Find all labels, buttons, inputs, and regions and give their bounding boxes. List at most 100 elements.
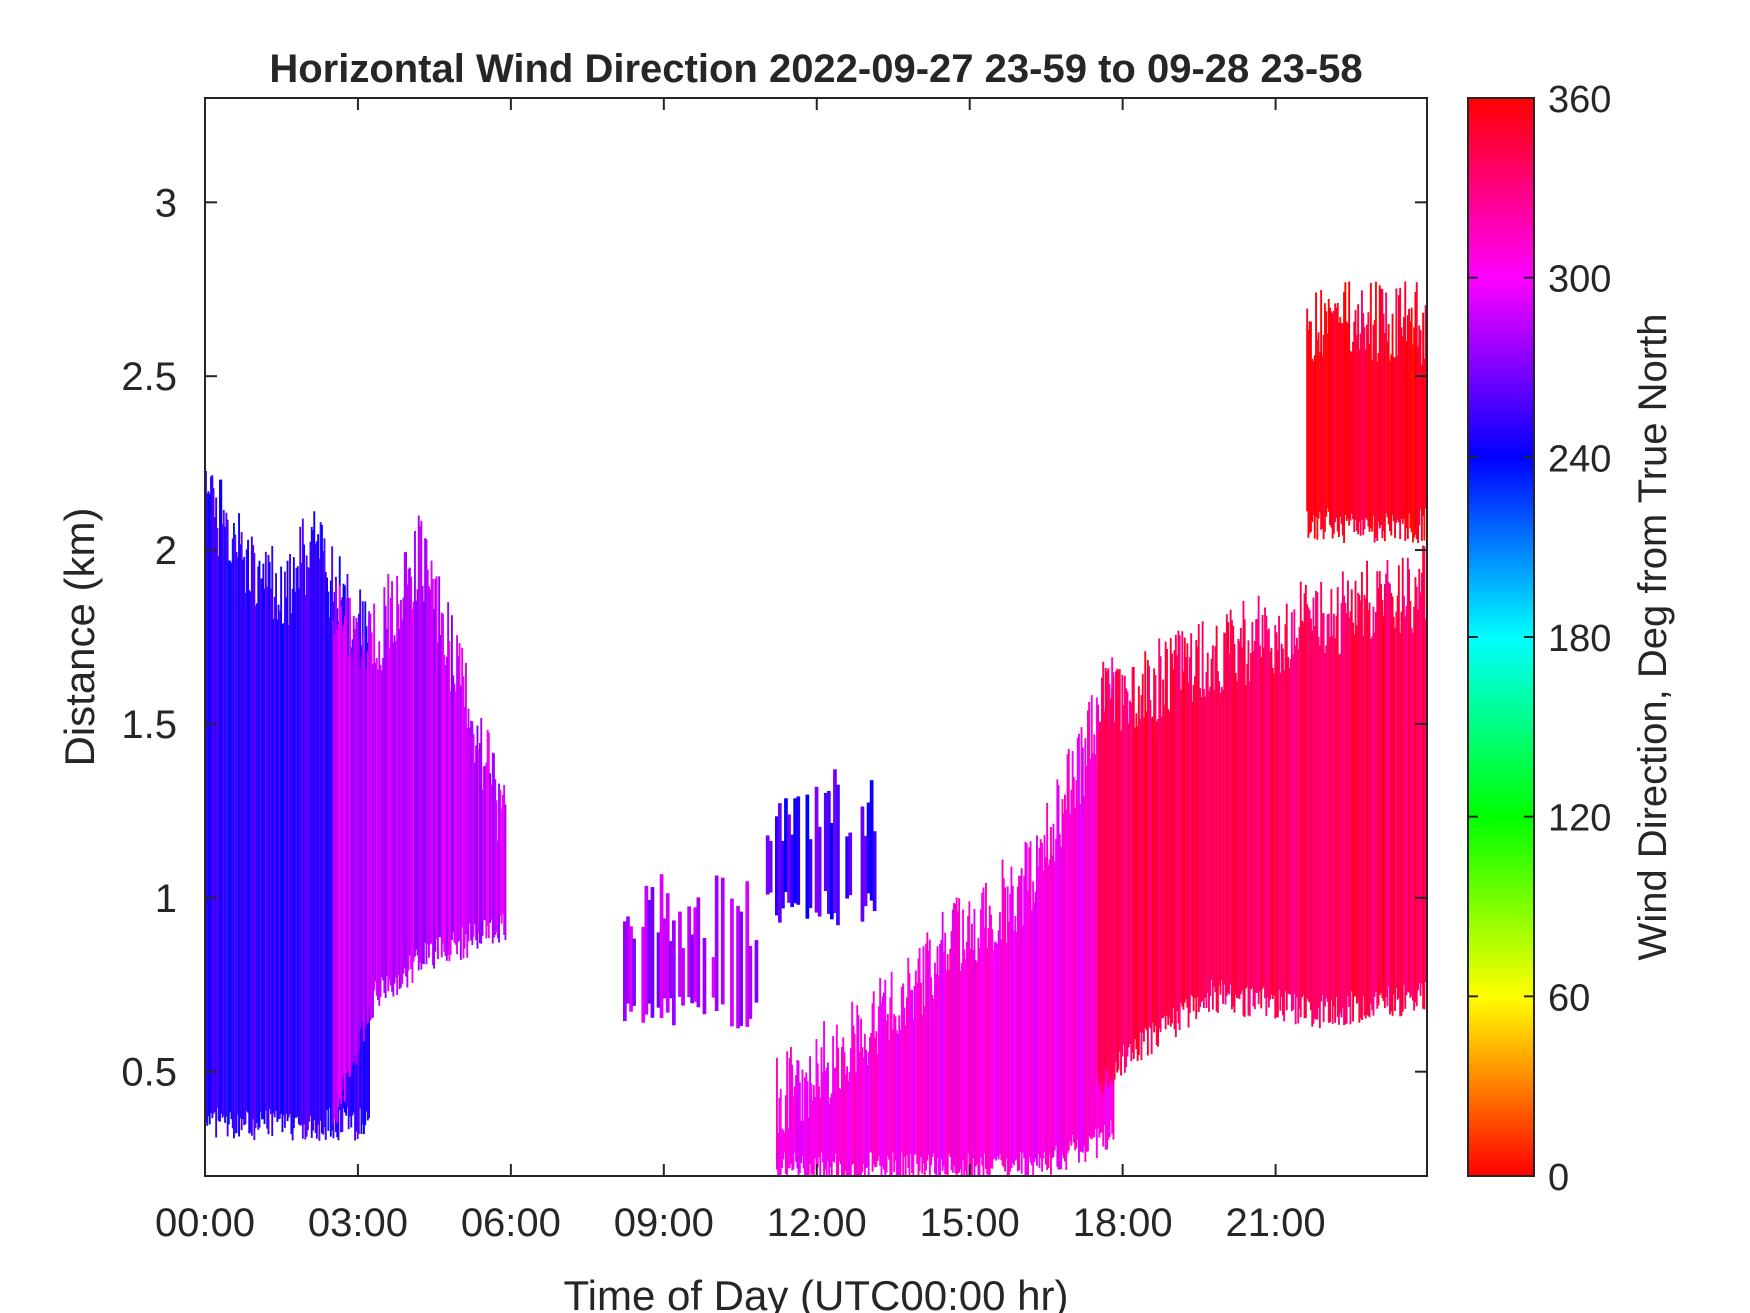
heatmap-cell	[945, 970, 948, 1175]
heatmap-cell	[838, 1088, 841, 1161]
heatmap-cell	[830, 823, 834, 920]
heatmap-cell	[308, 567, 311, 1122]
heatmap-cell	[650, 887, 655, 1018]
heatmap-cell	[456, 635, 458, 955]
heatmap-cell	[1306, 308, 1309, 512]
heatmap-cell	[1292, 654, 1295, 1010]
heatmap-cell	[1312, 597, 1315, 1025]
y-tick-label: 3	[155, 181, 177, 225]
heatmap-cell	[991, 929, 994, 1169]
heatmap-cell	[1116, 668, 1119, 1073]
heatmap-cell	[416, 589, 419, 956]
heatmap-cell	[870, 1033, 873, 1153]
heatmap-cell	[833, 1068, 836, 1163]
heatmap-cell	[779, 1089, 782, 1175]
heatmap-cell	[210, 476, 212, 1113]
heatmap-cell	[968, 901, 971, 1176]
heatmap-cell	[299, 526, 302, 1126]
heatmap-cell	[1273, 673, 1275, 996]
heatmap-cell	[1199, 687, 1201, 1007]
heatmap-cell	[1325, 645, 1328, 998]
heatmap-cell	[791, 1064, 794, 1171]
heatmap-cell	[1261, 614, 1264, 989]
heatmap-cell	[1330, 589, 1333, 1001]
heatmap-cell	[1345, 613, 1348, 1024]
heatmap-cell	[392, 642, 395, 997]
heatmap-cell	[1338, 323, 1340, 537]
heatmap-cell	[1126, 691, 1129, 1057]
heatmap-cell	[1369, 283, 1372, 529]
heatmap-cell	[1313, 355, 1316, 539]
heatmap-cell	[312, 530, 314, 1131]
heatmap-cell	[629, 926, 633, 1012]
heatmap-cell	[332, 619, 335, 1125]
heatmap-cell	[1062, 813, 1065, 1159]
heatmap-cell	[1353, 321, 1356, 532]
heatmap-cell	[1085, 765, 1088, 1152]
heatmap-cell	[298, 588, 300, 1125]
heatmap-cell	[1361, 290, 1363, 520]
heatmap-cell	[1404, 616, 1407, 1009]
heatmap-cell	[309, 541, 312, 1116]
heatmap-cell	[307, 567, 309, 1130]
heatmap-cell	[1227, 622, 1230, 993]
heatmap-cell	[1213, 690, 1215, 987]
heatmap-cell	[996, 944, 999, 1157]
heatmap-cell	[1007, 921, 1010, 1176]
heatmap-cell	[1340, 323, 1343, 525]
heatmap-cell	[489, 773, 492, 923]
heatmap-cell	[775, 816, 779, 916]
heatmap-cell	[1390, 354, 1393, 536]
heatmap-cell	[1390, 592, 1393, 1012]
heatmap-cell	[449, 691, 452, 955]
heatmap-cell	[778, 1098, 781, 1176]
heatmap-cell	[257, 566, 260, 1130]
heatmap-cell	[832, 1036, 834, 1162]
heatmap-cell	[1252, 651, 1255, 1007]
heatmap-cell	[1274, 625, 1277, 1019]
heatmap-cell	[1210, 658, 1213, 980]
heatmap-cell	[437, 642, 439, 960]
heatmap-cell	[693, 907, 698, 1002]
heatmap-cell	[1072, 777, 1075, 1143]
heatmap-cell	[1378, 571, 1381, 996]
heatmap-region-night-transition	[332, 515, 507, 1125]
heatmap-cell	[1051, 855, 1054, 1159]
heatmap-cell	[812, 1085, 815, 1176]
heatmap-cell	[504, 804, 507, 940]
heatmap-cell	[1373, 632, 1376, 997]
heatmap-cell	[433, 609, 435, 969]
heatmap-cell	[1134, 727, 1136, 1039]
heatmap-cell	[314, 543, 317, 1133]
heatmap-cell	[1397, 565, 1400, 999]
heatmap-cell	[1326, 614, 1329, 1002]
heatmap-cell	[1264, 607, 1266, 999]
heatmap-cell	[1177, 630, 1180, 1024]
heatmap-cell	[1308, 321, 1311, 534]
heatmap-cell	[1130, 702, 1133, 1062]
heatmap-cell	[866, 802, 871, 894]
heatmap-cell	[853, 1033, 856, 1176]
heatmap-cell	[1167, 709, 1170, 1025]
heatmap-cell	[1163, 704, 1166, 1016]
heatmap-cell	[401, 619, 404, 984]
heatmap-cell	[965, 941, 968, 1176]
colorbar-label: Wind Direction, Deg from True North	[1631, 314, 1675, 961]
heatmap-cell	[925, 943, 927, 1171]
heatmap-cell	[408, 567, 411, 956]
heatmap-cell	[472, 734, 475, 937]
heatmap-region-upper-streaks	[1306, 281, 1427, 543]
heatmap-cell	[977, 937, 980, 1176]
heatmap-cell	[823, 792, 828, 892]
heatmap-cell	[267, 554, 270, 1135]
heatmap-cell	[1006, 886, 1009, 1176]
heatmap-cell	[681, 948, 685, 1006]
heatmap-cell	[1297, 649, 1300, 1024]
heatmap-cell	[678, 911, 682, 997]
heatmap-cell	[1343, 595, 1345, 1026]
heatmap-cell	[988, 905, 991, 1175]
heatmap-cell	[986, 947, 989, 1175]
heatmap-cell	[951, 909, 954, 1173]
heatmap-cell	[1069, 814, 1071, 1142]
heatmap-cell	[247, 539, 249, 1113]
